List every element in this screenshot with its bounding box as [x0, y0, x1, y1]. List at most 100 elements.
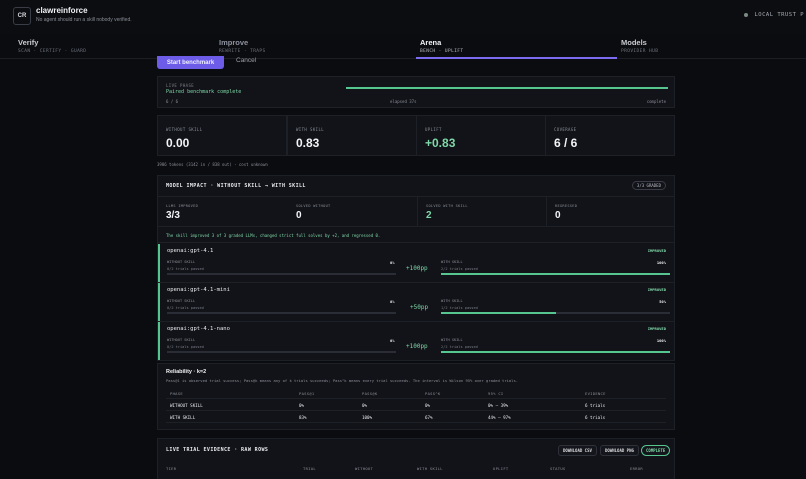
column-header: ERROR [630, 466, 643, 471]
sub-metric-label: SOLVED WITH SKILL [426, 204, 468, 208]
without-skill-bar [167, 273, 396, 275]
sub-metric-regressed: REGRESSED 0 [546, 196, 674, 226]
cancel-button[interactable]: Cancel [236, 57, 257, 64]
without-skill-label: WITHOUT SKILL [167, 299, 196, 303]
table-cell: 0% [425, 403, 431, 408]
without-skill-bar [167, 312, 396, 314]
divider [158, 242, 674, 243]
metric-card-coverage: COVERAGE 6 / 6 [545, 115, 675, 156]
metric-label: UPLIFT [425, 127, 442, 132]
with-skill-bar-fill [441, 351, 670, 353]
divider [158, 226, 674, 227]
main-tabs: Verify SCAN · CERTIFY · GUARD Improve RE… [0, 34, 806, 59]
status-badge: IMPROVED [647, 287, 666, 292]
with-skill-bar [441, 351, 670, 353]
metric-card-uplift: UPLIFT +0.83 [416, 115, 546, 156]
column-header: UPLIFT [493, 466, 509, 471]
metric-label: COVERAGE [554, 127, 577, 132]
column-header: WITH SKILL [417, 466, 443, 471]
graded-badge: 3/3 GRADED [631, 181, 666, 190]
tab-models[interactable]: Models PROVIDER HUB [621, 38, 658, 54]
sub-metric-label: SOLVED WITHOUT [296, 204, 331, 208]
without-skill-trials: 0/2 trials passed [167, 345, 204, 349]
tab-title: Verify [18, 38, 39, 47]
sub-metric-solved-without: SOLVED WITHOUT 0 [288, 196, 418, 226]
trust-label: LOCAL TRUST P [754, 12, 804, 18]
without-skill-percent: 0% [390, 338, 395, 343]
status-badge: IMPROVED [647, 326, 666, 331]
with-skill-percent: 50% [659, 299, 666, 304]
table-row: WITHOUT SKILL 0% 0% 0% 0% – 39% 6 trials [166, 400, 666, 411]
table-cell: 44% – 97% [488, 415, 511, 420]
app-name: clawreinforce [36, 6, 88, 15]
token-usage: 3986 tokens (3142 in / 838 out) · cost u… [157, 162, 268, 167]
impact-title: MODEL IMPACT · WITHOUT SKILL → WITH SKIL… [166, 183, 306, 189]
column-header: STATUS [550, 466, 566, 471]
table-header: PHASE PASS@1 PASS@K PASS^K 95% CI EVIDEN… [166, 388, 666, 399]
status-dot-icon [744, 13, 749, 17]
sub-metric-value: 0 [296, 210, 302, 221]
impact-summary: The skill improved 3 of 3 graded LLMs, c… [166, 233, 381, 238]
tab-subtitle: PROVIDER HUB [621, 49, 659, 54]
reliability-title: Reliability · k=2 [166, 369, 207, 375]
tab-verify[interactable]: Verify SCAN · CERTIFY · GUARD [18, 38, 86, 54]
metric-value: +0.83 [425, 136, 456, 150]
download-png-button[interactable]: DOWNLOAD PNG [600, 445, 639, 456]
with-skill-trials: 1/2 trials passed [441, 306, 478, 310]
sub-metric-value: 0 [555, 210, 561, 221]
download-csv-button[interactable]: DOWNLOAD CSV [558, 445, 597, 456]
column-header: PASS@1 [299, 391, 315, 396]
table-cell: 0% [299, 403, 305, 408]
with-skill-percent: 100% [656, 338, 666, 343]
sub-metric-value: 3/3 [166, 210, 180, 221]
model-impact-panel: MODEL IMPACT · WITHOUT SKILL → WITH SKIL… [157, 175, 675, 361]
without-skill-trials: 0/2 trials passed [167, 267, 204, 271]
metric-label: WITH SKILL [296, 127, 325, 132]
without-skill-label: WITHOUT SKILL [167, 338, 196, 342]
table-cell: 83% [299, 415, 307, 420]
metric-card-without-skill: WITHOUT SKILL 0.00 [157, 115, 287, 156]
local-trust-indicator[interactable]: LOCAL TRUST P [744, 12, 806, 18]
live-phase-panel: LIVE PHASE Paired benchmark complete 6 /… [157, 76, 675, 108]
sub-metric-value: 2 [426, 210, 432, 221]
tab-subtitle: SCAN · CERTIFY · GUARD [18, 49, 87, 54]
tab-arena[interactable]: Arena BENCH · UPLIFT [420, 38, 464, 54]
divider [158, 321, 674, 322]
table-cell: 6 trials [585, 403, 606, 408]
model-name: openai:gpt-4.1-mini [167, 287, 230, 293]
with-skill-percent: 100% [656, 260, 666, 265]
tab-subtitle: BENCH · UPLIFT [420, 49, 464, 54]
table-cell: 6 trials [585, 415, 606, 420]
progress-complete-label: complete [646, 99, 666, 104]
reliability-panel: Reliability · k=2 Pass@1 is observed tri… [157, 363, 675, 430]
complete-badge: COMPLETE [641, 445, 671, 456]
progress-bar-fill [346, 87, 668, 89]
sub-metric-llms-improved: LLMS IMPROVED 3/3 [158, 196, 288, 226]
column-header: WITHOUT [355, 466, 374, 471]
model-row: openai:gpt-4.1-nano IMPROVED WITHOUT SKI… [158, 322, 674, 360]
with-skill-bar [441, 312, 670, 314]
progress-bar [346, 87, 668, 89]
table-cell: 100% [362, 415, 373, 420]
model-row: openai:gpt-4.1-mini IMPROVED WITHOUT SKI… [158, 283, 674, 321]
model-row: openai:gpt-4.1 IMPROVED WITHOUT SKILL 0%… [158, 244, 674, 282]
app-tagline: No agent should run a skill nobody verif… [36, 17, 132, 23]
tab-subtitle: REWRITE · TRAPS [219, 49, 266, 54]
without-skill-trials: 0/2 trials passed [167, 306, 204, 310]
app-logo: CR [13, 7, 31, 25]
metric-value: 0.83 [296, 136, 320, 150]
tab-improve[interactable]: Improve REWRITE · TRAPS [219, 38, 266, 54]
with-skill-trials: 2/2 trials passed [441, 345, 478, 349]
start-benchmark-button[interactable]: Start benchmark [157, 56, 224, 69]
with-skill-label: WITH SKILL [441, 299, 463, 303]
sub-metric-label: LLMS IMPROVED [166, 204, 199, 208]
table-cell: WITHOUT SKILL [170, 403, 203, 408]
with-skill-bar-fill [441, 273, 670, 275]
column-header: PASS@K [362, 391, 378, 396]
reliability-description: Pass@1 is observed trial success; Pass@k… [166, 378, 519, 383]
sub-metric-label: REGRESSED [555, 204, 578, 208]
without-skill-bar [167, 351, 396, 353]
model-name: openai:gpt-4.1 [167, 248, 214, 254]
column-header: PHASE [170, 391, 183, 396]
column-header: TRIAL [303, 466, 316, 471]
